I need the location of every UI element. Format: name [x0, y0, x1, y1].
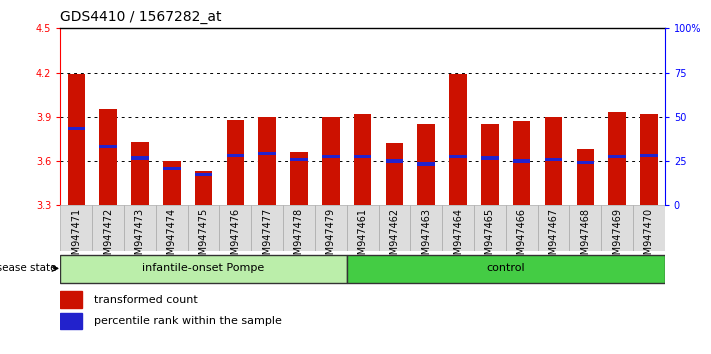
Text: GDS4410 / 1567282_at: GDS4410 / 1567282_at — [60, 10, 222, 24]
Bar — [68, 127, 85, 130]
Bar — [481, 124, 498, 205]
Bar — [570, 205, 602, 251]
Bar — [506, 205, 538, 251]
Text: GSM947465: GSM947465 — [485, 207, 495, 267]
Text: GSM947479: GSM947479 — [326, 207, 336, 267]
Text: GSM947474: GSM947474 — [167, 207, 177, 267]
Text: GSM947471: GSM947471 — [71, 207, 81, 267]
Text: GSM947476: GSM947476 — [230, 207, 240, 267]
Bar — [640, 154, 658, 157]
Text: GSM947467: GSM947467 — [548, 207, 558, 267]
Bar — [60, 255, 347, 283]
Bar — [417, 162, 435, 166]
Text: GSM947478: GSM947478 — [294, 207, 304, 267]
Bar — [132, 142, 149, 205]
Text: GSM947464: GSM947464 — [453, 207, 463, 267]
Bar — [60, 205, 92, 251]
Bar — [156, 205, 188, 251]
Bar — [132, 156, 149, 160]
Text: disease state: disease state — [0, 263, 57, 273]
Text: GSM947470: GSM947470 — [644, 207, 654, 267]
Bar — [227, 120, 244, 205]
Bar — [354, 155, 371, 158]
Bar — [68, 74, 85, 205]
Bar — [258, 117, 276, 205]
Bar — [100, 145, 117, 148]
Bar — [577, 161, 594, 164]
Bar — [347, 205, 378, 251]
Text: transformed count: transformed count — [94, 295, 198, 304]
Bar — [354, 114, 371, 205]
Text: GSM947473: GSM947473 — [135, 207, 145, 267]
Bar — [251, 205, 283, 251]
Bar — [188, 205, 220, 251]
Bar — [322, 117, 340, 205]
Bar — [640, 114, 658, 205]
Bar — [577, 149, 594, 205]
Bar — [92, 205, 124, 251]
Bar — [609, 113, 626, 205]
Bar — [315, 205, 347, 251]
Bar — [449, 155, 467, 158]
Bar — [163, 161, 181, 205]
Text: GSM947475: GSM947475 — [198, 207, 208, 267]
Bar — [513, 159, 530, 163]
Bar — [258, 152, 276, 155]
Bar — [385, 143, 403, 205]
Bar — [481, 156, 498, 160]
Bar — [609, 155, 626, 158]
Bar — [545, 117, 562, 205]
Bar — [100, 109, 117, 205]
Bar — [163, 167, 181, 170]
Text: infantile-onset Pompe: infantile-onset Pompe — [142, 263, 264, 273]
Bar — [410, 205, 442, 251]
Bar — [378, 205, 410, 251]
Text: control: control — [486, 263, 525, 273]
Bar — [449, 74, 467, 205]
Bar — [442, 205, 474, 251]
Bar — [283, 205, 315, 251]
Bar — [633, 205, 665, 251]
Bar — [195, 171, 213, 205]
Text: GSM947466: GSM947466 — [517, 207, 527, 267]
Bar — [474, 205, 506, 251]
Bar — [602, 205, 633, 251]
Bar — [195, 173, 213, 176]
Bar — [290, 158, 308, 161]
Bar — [60, 313, 82, 329]
Bar — [220, 205, 251, 251]
Bar — [538, 205, 570, 251]
Text: percentile rank within the sample: percentile rank within the sample — [94, 316, 282, 326]
Bar — [347, 255, 665, 283]
Text: GSM947463: GSM947463 — [421, 207, 432, 267]
Bar — [290, 152, 308, 205]
Bar — [545, 158, 562, 161]
Bar — [417, 124, 435, 205]
Bar — [60, 291, 82, 308]
Text: GSM947468: GSM947468 — [580, 207, 590, 267]
Text: GSM947469: GSM947469 — [612, 207, 622, 267]
Text: GSM947461: GSM947461 — [358, 207, 368, 267]
Text: GSM947477: GSM947477 — [262, 207, 272, 267]
Text: GSM947462: GSM947462 — [390, 207, 400, 267]
Bar — [513, 121, 530, 205]
Bar — [385, 159, 403, 163]
Bar — [124, 205, 156, 251]
Bar — [322, 155, 340, 158]
Bar — [227, 154, 244, 157]
Text: GSM947472: GSM947472 — [103, 207, 113, 267]
